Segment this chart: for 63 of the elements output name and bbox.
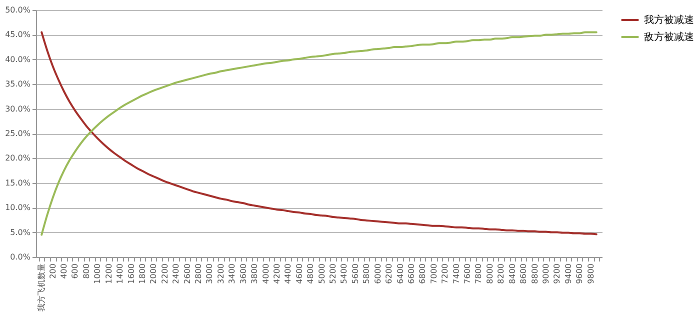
- x-tick-label: 6400: [396, 264, 405, 284]
- x-tick-label: 400: [60, 264, 69, 279]
- x-tick-label: 9200: [552, 264, 562, 284]
- x-tick-label: 1200: [104, 264, 114, 284]
- x-tick-label: 4800: [306, 264, 316, 284]
- x-tick-label: 8000: [485, 264, 494, 284]
- x-tick-label: 7200: [440, 264, 450, 284]
- y-tick-label: 40.0%: [5, 54, 31, 64]
- x-tick-label: 2400: [172, 264, 181, 284]
- x-tick-label: 5600: [350, 264, 360, 284]
- x-tick-label: 2600: [182, 264, 192, 284]
- x-tick-label: 8200: [496, 264, 506, 284]
- y-tick-label: 0.0%: [10, 252, 31, 262]
- x-tick-label: 4200: [272, 264, 282, 284]
- x-tick-label: 9000: [541, 264, 550, 284]
- x-tick-label: 我方飞机数量: [37, 264, 46, 312]
- x-tick-label: 9800: [586, 264, 596, 284]
- x-tick-label: 7400: [452, 264, 461, 284]
- x-tick-label: 3000: [205, 264, 214, 284]
- y-tick-label: 30.0%: [5, 104, 31, 114]
- x-tick-label: 3800: [250, 264, 260, 284]
- x-tick-label: 600: [70, 264, 80, 279]
- legend-label: 我方被减速: [644, 14, 694, 26]
- x-tick-label: 7600: [463, 264, 472, 284]
- x-tick-label: 7000: [429, 264, 438, 284]
- x-tick-label: 3600: [238, 264, 248, 284]
- x-tick-label: 6200: [384, 264, 394, 284]
- x-tick-label: 6000: [373, 264, 382, 284]
- x-tick-label: 4000: [261, 264, 270, 284]
- x-tick-label: 3400: [228, 264, 237, 284]
- x-tick-label: 2800: [194, 264, 204, 284]
- x-tick-label: 5200: [328, 264, 338, 284]
- x-tick-label: 1000: [93, 264, 102, 284]
- x-tick-label: 5800: [362, 264, 372, 284]
- y-tick-label: 10.0%: [5, 203, 31, 212]
- x-tick-label: 800: [82, 264, 91, 279]
- y-tick-label: 50.0%: [5, 6, 31, 14]
- x-tick-label: 1800: [138, 264, 147, 284]
- x-tick-label: 200: [48, 264, 58, 279]
- x-tick-label: 6800: [418, 264, 428, 284]
- y-tick-label: 25.0%: [5, 129, 31, 138]
- x-tick-label: 9600: [575, 264, 584, 284]
- x-tick-label: 1600: [126, 264, 136, 284]
- x-tick-label: 8600: [519, 264, 528, 284]
- x-tick-label: 3200: [216, 264, 226, 284]
- y-tick-label: 15.0%: [5, 178, 31, 188]
- x-tick-label: 9400: [564, 264, 573, 284]
- y-tick-label: 45.0%: [5, 30, 31, 40]
- x-tick-label: 5000: [317, 264, 326, 284]
- x-tick-label: 6600: [406, 264, 416, 284]
- x-tick-label: 1400: [116, 264, 125, 284]
- x-tick-label: 2000: [149, 264, 158, 284]
- y-tick-label: 5.0%: [10, 228, 31, 237]
- x-tick-label: 8400: [508, 264, 517, 284]
- x-tick-label: 5400: [340, 264, 349, 284]
- x-tick-label: 4600: [294, 264, 304, 284]
- x-tick-label: 4400: [284, 264, 293, 284]
- y-tick-label: 35.0%: [5, 80, 31, 89]
- legend-label: 敌方被减速: [644, 31, 694, 43]
- y-tick-label: 20.0%: [5, 154, 31, 163]
- x-tick-label: 7800: [474, 264, 484, 284]
- x-tick-label: 8800: [530, 264, 540, 284]
- x-tick-label: 2200: [160, 264, 170, 284]
